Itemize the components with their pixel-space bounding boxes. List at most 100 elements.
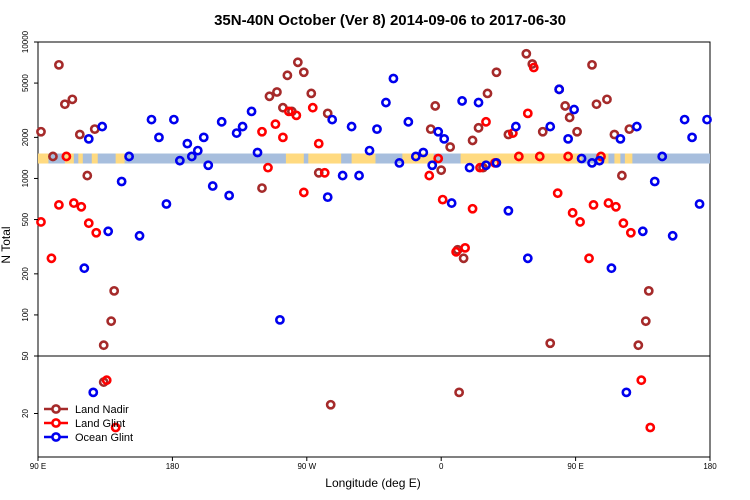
data-point bbox=[252, 147, 263, 158]
legend-label: Ocean Glint bbox=[75, 432, 133, 444]
data-point bbox=[270, 119, 281, 130]
data-point bbox=[503, 129, 514, 140]
data-point bbox=[433, 153, 444, 164]
data-point bbox=[224, 190, 235, 201]
data-point bbox=[83, 218, 94, 229]
data-point bbox=[68, 198, 79, 208]
data-point bbox=[88, 387, 99, 398]
data-point bbox=[503, 205, 514, 216]
series-land-nadir bbox=[36, 48, 654, 410]
legend: Land Nadir Land Glint Ocean Glint bbox=[44, 404, 133, 444]
data-point bbox=[388, 73, 399, 84]
data-point bbox=[643, 285, 654, 296]
legend-marker bbox=[51, 418, 61, 428]
data-point bbox=[36, 126, 46, 137]
data-point bbox=[364, 145, 375, 156]
data-point bbox=[584, 253, 594, 264]
data-point bbox=[446, 198, 457, 208]
data-point bbox=[576, 153, 587, 164]
data-point bbox=[98, 340, 109, 351]
data-point bbox=[606, 263, 617, 274]
data-point bbox=[563, 151, 574, 162]
data-point bbox=[473, 122, 484, 133]
data-point bbox=[631, 121, 642, 132]
data-point bbox=[563, 133, 574, 144]
x-tick-label: 90 E bbox=[30, 462, 46, 471]
data-point bbox=[491, 158, 502, 168]
data-point bbox=[322, 108, 333, 119]
legend-item: Ocean Glint bbox=[44, 432, 133, 444]
x-tick-label: 90 W bbox=[297, 462, 316, 471]
data-point bbox=[257, 126, 267, 137]
data-point bbox=[275, 314, 285, 325]
y-axis-label: N Total bbox=[0, 226, 13, 263]
data-point bbox=[263, 162, 273, 173]
data-point bbox=[101, 375, 112, 386]
data-point bbox=[437, 194, 448, 205]
data-point bbox=[430, 101, 441, 111]
data-point bbox=[322, 192, 333, 203]
data-point bbox=[74, 129, 85, 140]
data-point bbox=[192, 145, 203, 156]
y-tick-label: 10000 bbox=[21, 30, 30, 53]
data-point bbox=[106, 316, 117, 327]
land-band-segment bbox=[91, 153, 98, 164]
data-point bbox=[621, 387, 632, 398]
y-tick-label: 50 bbox=[21, 351, 30, 360]
data-point bbox=[467, 135, 478, 146]
land-band-segment bbox=[308, 153, 342, 164]
data-point bbox=[182, 138, 193, 149]
data-points bbox=[36, 48, 712, 433]
data-point bbox=[327, 114, 338, 125]
data-point bbox=[451, 246, 462, 257]
data-point bbox=[457, 96, 468, 106]
data-point bbox=[522, 108, 533, 119]
data-point bbox=[464, 162, 475, 173]
data-point bbox=[473, 97, 484, 108]
data-point bbox=[109, 285, 120, 296]
data-point bbox=[154, 132, 164, 143]
data-point bbox=[110, 422, 121, 433]
lower-panel bbox=[37, 355, 711, 458]
data-point bbox=[554, 84, 565, 95]
land-band-segment bbox=[38, 153, 49, 164]
data-point bbox=[433, 126, 444, 137]
lower-panel-frame bbox=[37, 355, 711, 458]
data-point bbox=[545, 338, 556, 349]
data-point bbox=[198, 132, 209, 143]
data-point bbox=[436, 165, 447, 176]
data-point bbox=[637, 226, 648, 237]
data-point bbox=[231, 128, 242, 138]
data-point bbox=[615, 133, 626, 144]
data-point bbox=[567, 207, 578, 218]
x-axis-label: Longitude (deg E) bbox=[325, 476, 420, 490]
legend-item: Land Nadir bbox=[44, 404, 129, 416]
data-point bbox=[552, 188, 563, 199]
land-band-segment bbox=[115, 153, 125, 164]
y-tick-label: 2000 bbox=[21, 128, 30, 146]
data-point bbox=[687, 132, 697, 143]
data-point bbox=[116, 176, 127, 187]
data-point bbox=[636, 375, 647, 386]
data-point bbox=[91, 227, 102, 238]
data-point bbox=[79, 263, 90, 274]
data-point bbox=[246, 106, 257, 117]
data-point bbox=[454, 387, 465, 398]
data-point bbox=[609, 129, 620, 140]
x-tick-label: 180 bbox=[166, 462, 180, 471]
y-tick-label: 200 bbox=[21, 267, 30, 281]
data-point bbox=[458, 253, 469, 264]
data-point bbox=[425, 124, 436, 134]
data-point bbox=[36, 217, 46, 227]
data-point bbox=[427, 160, 438, 171]
land-band-segment bbox=[624, 153, 633, 164]
data-point bbox=[572, 126, 582, 137]
data-point bbox=[67, 94, 78, 105]
data-point bbox=[410, 151, 421, 162]
data-point bbox=[134, 230, 145, 241]
data-point bbox=[588, 200, 599, 210]
data-point bbox=[618, 218, 629, 229]
data-point bbox=[694, 199, 705, 209]
data-point bbox=[513, 151, 524, 162]
data-point bbox=[381, 97, 391, 108]
